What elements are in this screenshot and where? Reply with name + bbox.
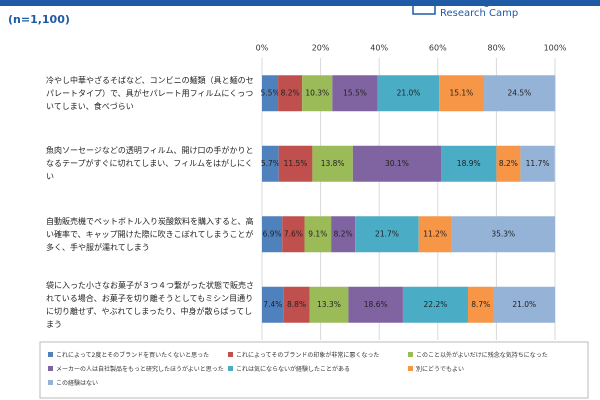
- bar-segment: [332, 75, 378, 112]
- value-label: 21.0%: [512, 300, 536, 309]
- x-tick-label: 100%: [544, 44, 567, 53]
- bar-segment: [439, 75, 484, 112]
- category-label: 袋に入った小さなお菓子が３つ４つ繋がった状態で販売されている場合、お菓子を切り離…: [46, 280, 254, 329]
- value-label: 18.9%: [457, 159, 481, 168]
- legend-item: この経験はない: [48, 378, 98, 387]
- category-label: 冷やし中華やざるそばなど、コンビニの麺類（具と麺のセパレートタイプ）で、具がセパ…: [46, 75, 254, 111]
- bar-segment: [348, 286, 403, 323]
- bar-segment: [451, 216, 555, 253]
- value-label: 11.2%: [423, 229, 447, 238]
- bar-segment: [418, 216, 452, 253]
- legend-swatch: [228, 366, 233, 371]
- bar-segment: [352, 145, 442, 182]
- category-label: 自動販売機でペットボトル入り炭酸飲料を購入すると、高い確率で、キャップ開けた際に…: [46, 216, 254, 252]
- legend-label: これによってそのブランドの印象が非常に悪くなった: [236, 352, 380, 359]
- bar-segment: [278, 145, 313, 182]
- bar-segment: [262, 75, 279, 112]
- value-label: 11.5%: [284, 159, 308, 168]
- category-label: 魚肉ソーセージなどの透明フィルム、開け口の手がかりとなるテープがすぐに切れてしま…: [46, 146, 254, 182]
- value-label: 5.7%: [261, 159, 280, 168]
- value-label: 13.3%: [317, 300, 341, 309]
- legend-label: メーカーの人は自社製品をもっと研究したほうがよいと思った: [56, 366, 224, 373]
- bar-segment: [331, 216, 356, 253]
- value-label: 11.7%: [526, 159, 550, 168]
- legend-swatch: [48, 366, 53, 371]
- legend-box: [39, 341, 589, 399]
- value-label: 7.6%: [284, 229, 303, 238]
- value-label: 8.8%: [287, 300, 306, 309]
- value-label: 8.7%: [471, 300, 490, 309]
- legend-item: これによってそのブランドの印象が非常に悪くなった: [228, 350, 379, 359]
- x-tick-label: 40%: [370, 44, 388, 53]
- legend-item: メーカーの人は自社製品をもっと研究したほうがよいと思った: [48, 364, 224, 373]
- value-label: 10.3%: [305, 88, 329, 97]
- bar-segment: [278, 75, 303, 112]
- bar-segment: [377, 75, 440, 112]
- legend-swatch: [48, 352, 53, 357]
- legend-swatch: [228, 352, 233, 357]
- value-label: 30.1%: [385, 159, 409, 168]
- bar-segment: [309, 286, 349, 323]
- bar-segment: [282, 216, 305, 253]
- value-label: 21.0%: [397, 88, 421, 97]
- x-tick-label: 80%: [488, 44, 506, 53]
- bar-segment: [520, 145, 555, 182]
- bar-segment: [493, 286, 555, 323]
- x-tick-label: 0%: [256, 44, 269, 53]
- value-label: 8.2%: [281, 88, 300, 97]
- legend-label: この経験はない: [56, 380, 99, 387]
- value-label: 7.4%: [263, 300, 282, 309]
- value-label: 13.8%: [321, 159, 345, 168]
- bar-segment: [496, 145, 521, 182]
- bar-segment: [262, 286, 284, 323]
- legend-item: このこと以外がよいだけに残念な気持ちになった: [408, 350, 548, 359]
- bar-segment: [283, 286, 310, 323]
- logo-line2: Research Camp: [440, 8, 518, 19]
- value-label: 8.2%: [499, 159, 518, 168]
- legend-label: このこと以外がよいだけに残念な気持ちになった: [416, 352, 548, 359]
- value-label: 21.7%: [375, 229, 399, 238]
- value-label: 22.2%: [424, 300, 448, 309]
- value-label: 6.9%: [263, 229, 282, 238]
- logo-icon: [412, 0, 436, 15]
- value-label: 8.2%: [334, 229, 353, 238]
- bar-segment: [262, 145, 279, 182]
- x-tick-label: 60%: [429, 44, 447, 53]
- logo-line1: Marketing: [440, 0, 490, 8]
- bar-segment: [312, 145, 353, 182]
- value-label: 15.5%: [343, 88, 367, 97]
- legend-item: 別にどうでもよい: [408, 364, 464, 373]
- legend-item: これによって2度とそのブランドを買いたくないと思った: [48, 350, 209, 359]
- bar-segment: [467, 286, 494, 323]
- bar-segment: [302, 75, 333, 112]
- value-label: 9.1%: [308, 229, 327, 238]
- value-label: 5.5%: [261, 88, 280, 97]
- title-strip: [0, 0, 600, 6]
- value-label: 15.1%: [449, 88, 473, 97]
- x-tick-label: 20%: [312, 44, 330, 53]
- value-label: 24.5%: [507, 88, 531, 97]
- subtitle: (n=1,100): [8, 13, 70, 26]
- value-label: 35.3%: [491, 229, 515, 238]
- legend-swatch: [408, 352, 413, 357]
- legend-swatch: [48, 380, 53, 385]
- bar-segment: [402, 286, 468, 323]
- legend-item: これは気にならないが経験したことがある: [228, 364, 350, 373]
- legend-swatch: [408, 366, 413, 371]
- legend-label: これによって2度とそのブランドを買いたくないと思った: [56, 352, 210, 359]
- bar-segment: [441, 145, 497, 182]
- bar-segment: [262, 216, 283, 253]
- bar-segment: [483, 75, 556, 112]
- value-label: 18.6%: [364, 300, 388, 309]
- bar-segment: [355, 216, 419, 253]
- legend-label: 別にどうでもよい: [416, 366, 465, 373]
- legend-label: これは気にならないが経験したことがある: [236, 366, 351, 373]
- bar-segment: [304, 216, 332, 253]
